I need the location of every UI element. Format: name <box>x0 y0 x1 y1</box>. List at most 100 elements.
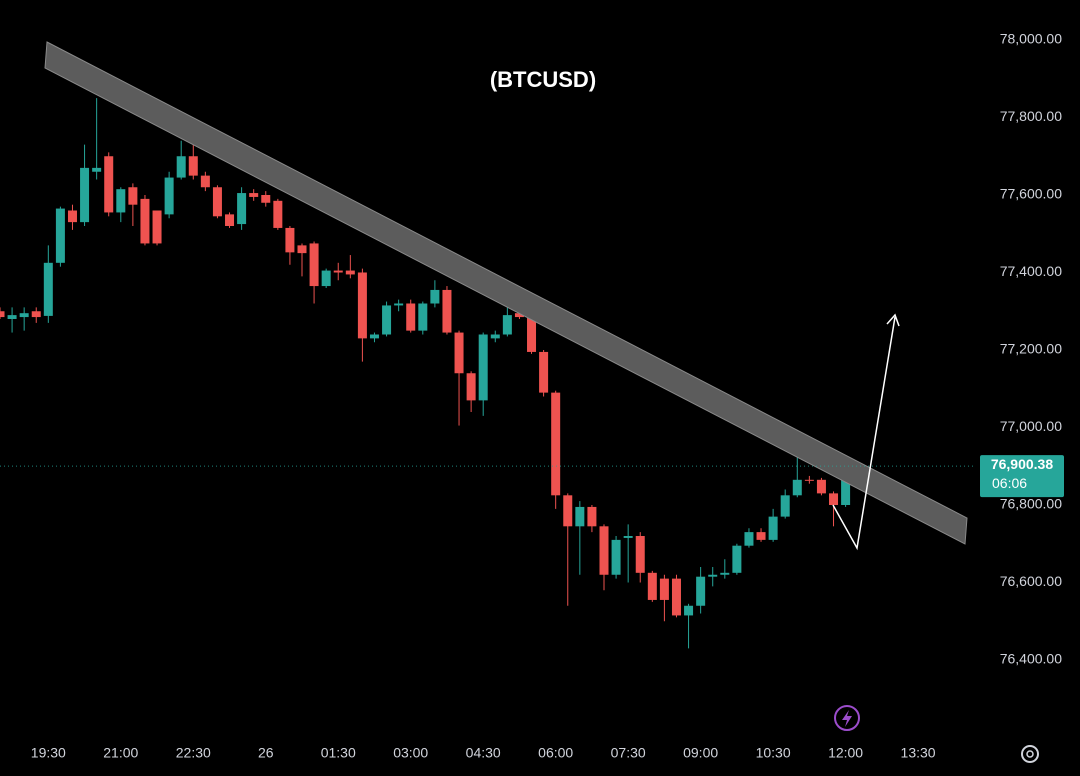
candle-body <box>309 243 319 287</box>
x-tick-label: 12:00 <box>828 745 863 761</box>
countdown-label: 06:06 <box>992 475 1027 491</box>
candle-body <box>659 578 669 600</box>
candle-body <box>587 506 597 527</box>
x-tick-label: 19:30 <box>31 745 66 761</box>
candle-body <box>430 289 440 304</box>
x-tick-label: 26 <box>258 745 274 761</box>
candle-body <box>188 156 198 176</box>
trend-channel <box>44 41 968 545</box>
candle-body <box>225 214 235 226</box>
overlay: 76,400.00 76,600.00 76,800.00 77,000.00 77,2… <box>0 31 1064 761</box>
candle-body <box>708 574 718 577</box>
x-tick-label: 01:30 <box>321 745 356 761</box>
candle-body <box>563 495 573 527</box>
candle-body <box>200 175 210 188</box>
candle-body <box>539 351 549 393</box>
candle-body <box>514 313 524 318</box>
candle-body <box>442 289 452 333</box>
candle-body <box>406 303 416 331</box>
candle-body <box>527 315 537 352</box>
candle-body <box>816 479 826 494</box>
candle-body <box>104 156 114 213</box>
candle-body <box>345 270 355 275</box>
candle-body <box>0 311 5 318</box>
candle-body <box>466 373 476 401</box>
candle-body <box>273 200 283 228</box>
candle-body <box>333 270 343 273</box>
candle-body <box>80 167 90 223</box>
candle-body <box>152 210 162 244</box>
candle-body <box>297 245 307 254</box>
y-tick-label: 78,000.00 <box>1000 31 1062 47</box>
x-tick-label: 10:30 <box>756 745 791 761</box>
x-tick-label: 09:00 <box>683 745 718 761</box>
candle-body <box>635 536 645 573</box>
x-tick-label: 07:30 <box>611 745 646 761</box>
y-tick-label: 77,000.00 <box>1000 418 1062 434</box>
candle-body <box>7 315 17 319</box>
candle-body <box>841 466 851 505</box>
candle-body <box>575 506 585 527</box>
candle-body <box>19 313 29 318</box>
candle-body <box>285 227 295 253</box>
alert-icon-bolt[interactable] <box>842 710 852 727</box>
alert-icon-ring[interactable] <box>834 705 860 731</box>
settings-icon-ring[interactable] <box>1021 745 1039 763</box>
candle-body <box>478 334 488 401</box>
x-tick-label: 04:30 <box>466 745 501 761</box>
y-tick-label: 76,400.00 <box>1000 651 1062 667</box>
alert-icon[interactable] <box>834 705 860 731</box>
settings-icon-center[interactable] <box>1026 750 1034 758</box>
arrow-head <box>886 313 900 327</box>
arrow-path <box>832 316 896 551</box>
candle-body <box>321 270 331 287</box>
candle-body <box>502 315 512 335</box>
plot-area <box>0 98 851 649</box>
candle-body <box>551 392 561 496</box>
forecast-arrow <box>832 313 900 551</box>
candle-body <box>599 526 609 575</box>
candle-body <box>31 311 41 318</box>
last-price-label: 76,900.38 <box>991 456 1053 472</box>
candle-body <box>623 536 633 538</box>
candle-body <box>212 187 222 217</box>
chart-title: (BTCUSD) <box>490 67 596 92</box>
y-tick-label: 77,200.00 <box>1000 341 1062 357</box>
candle-body <box>490 334 500 339</box>
x-tick-label: 13:30 <box>901 745 936 761</box>
candle-body <box>418 303 428 331</box>
candle-body <box>829 493 839 505</box>
candle-body <box>43 262 53 316</box>
candle-body <box>67 210 77 223</box>
candle-body <box>116 189 126 213</box>
candle-body <box>768 516 778 540</box>
settings-icon[interactable] <box>1021 745 1039 763</box>
y-tick-label: 76,800.00 <box>1000 496 1062 512</box>
candle-body <box>732 545 742 573</box>
candle-body <box>611 539 621 575</box>
candle-body <box>671 578 681 616</box>
candle-body <box>454 332 464 374</box>
candle-body <box>684 605 694 616</box>
candle-body <box>261 195 271 203</box>
candle-body <box>164 177 174 215</box>
y-tick-label: 76,600.00 <box>1000 573 1062 589</box>
y-tick-label: 77,600.00 <box>1000 186 1062 202</box>
y-tick-label: 77,800.00 <box>1000 108 1062 124</box>
candle-body <box>756 532 766 540</box>
candle-body <box>792 479 802 496</box>
candle-body <box>357 272 367 339</box>
candle-body <box>128 187 138 205</box>
x-tick-label: 06:00 <box>538 745 573 761</box>
candle-body <box>369 334 379 339</box>
x-tick-label: 21:00 <box>103 745 138 761</box>
x-tick-label: 22:30 <box>176 745 211 761</box>
candle-body <box>55 208 65 263</box>
candle-body <box>647 572 657 600</box>
y-tick-label: 77,400.00 <box>1000 263 1062 279</box>
candle-body <box>696 576 706 606</box>
candle-body <box>744 532 754 546</box>
candle-body <box>382 305 392 335</box>
candle-body <box>249 193 259 197</box>
